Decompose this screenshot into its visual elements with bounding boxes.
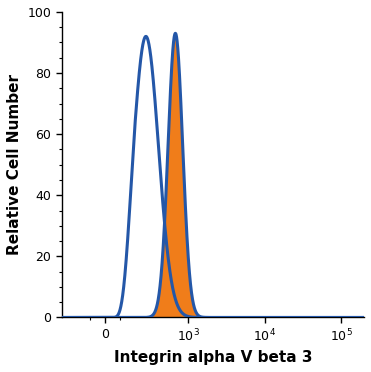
Y-axis label: Relative Cell Number: Relative Cell Number [7,74,22,255]
X-axis label: Integrin alpha V beta 3: Integrin alpha V beta 3 [114,350,312,365]
